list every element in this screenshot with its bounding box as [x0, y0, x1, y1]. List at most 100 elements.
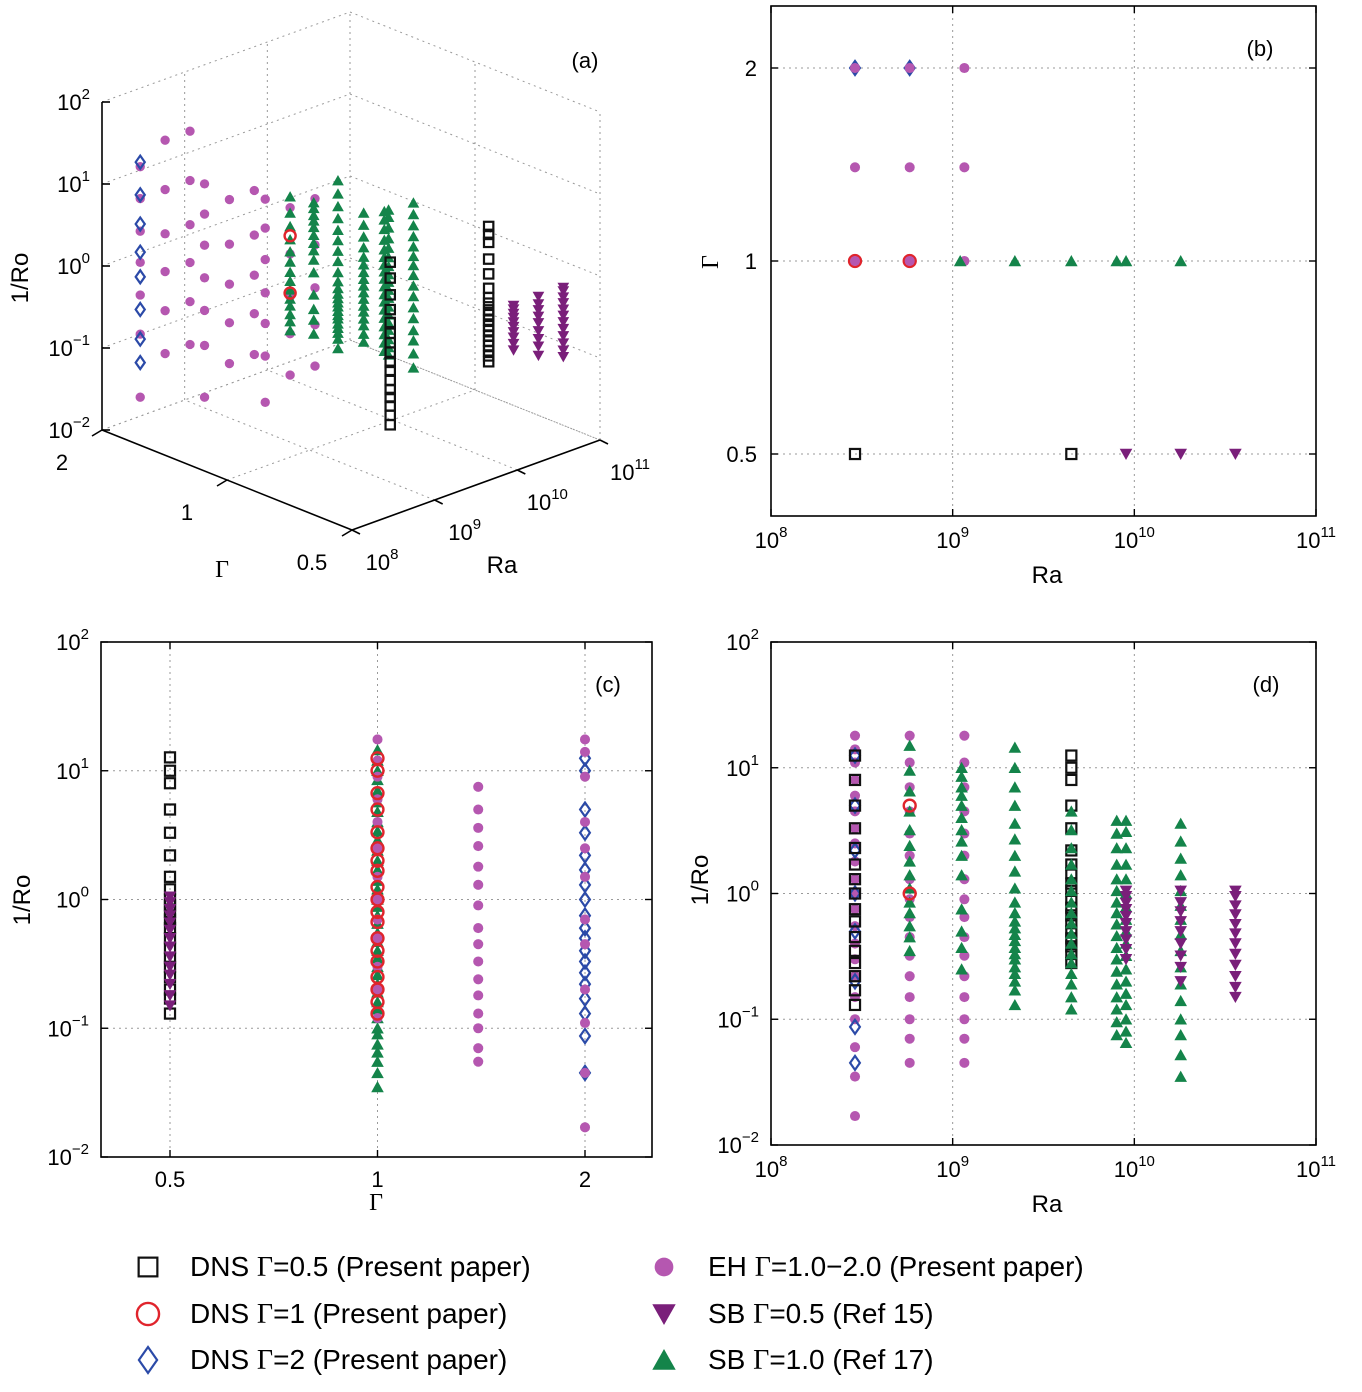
point-sb_gamma_1 [1008, 799, 1022, 811]
point-eh [185, 175, 195, 186]
point-dns_gamma_1 [370, 931, 385, 946]
point-sb_gamma_1 [378, 244, 391, 255]
point-sb_gamma_1 [1065, 937, 1078, 949]
point-dns_gamma_0_5 [482, 355, 495, 368]
point-sb_gamma_1 [371, 1028, 384, 1040]
legend-label-dns_gamma_1: DNS Γ=1 (Present paper) [190, 1298, 507, 1330]
point-sb_gamma_1 [284, 246, 296, 257]
point-dns_gamma_1 [370, 751, 385, 766]
point-sb_gamma_0_5 [163, 933, 177, 945]
point-sb_gamma_1 [1008, 941, 1022, 954]
point-eh [473, 1056, 484, 1067]
point-sb_gamma_1 [1065, 896, 1078, 908]
point-sb_gamma_1 [955, 799, 968, 811]
point-eh [579, 914, 591, 925]
point-dns_gamma_0_5 [384, 316, 397, 329]
point-sb_gamma_1 [1008, 833, 1022, 845]
x-gridline [184, 399, 435, 501]
x-axis-label: Γ [369, 1190, 383, 1216]
point-eh [249, 309, 259, 319]
point-eh [579, 1017, 591, 1028]
point-sb_gamma_0_5 [557, 298, 570, 309]
point-eh [185, 296, 195, 307]
point-eh [135, 392, 145, 402]
point-sb_gamma_0_5 [557, 338, 570, 349]
point-sb_gamma_1 [1008, 984, 1022, 996]
point-dns_gamma_0_5 [482, 282, 495, 295]
point-dns_gamma_0_5 [482, 228, 495, 241]
point-dns_gamma_0_5 [482, 268, 495, 280]
point-sb_gamma_0_5 [1174, 906, 1188, 918]
point-dns_gamma_0_5 [848, 930, 862, 944]
point-eh [579, 871, 591, 882]
point-sb_gamma_1 [955, 811, 968, 824]
point-sb_gamma_0_5 [1119, 885, 1133, 897]
point-sb_gamma_0_5 [163, 951, 177, 963]
point-sb_gamma_1 [1008, 882, 1022, 894]
point-eh [199, 340, 210, 351]
point-dns_gamma_2 [578, 919, 592, 937]
point-dns_gamma_2 [848, 746, 862, 765]
y-tick-label: 101 [56, 755, 89, 784]
point-eh [959, 950, 970, 961]
point-eh [185, 126, 195, 136]
panel-label: (b) [1247, 36, 1274, 61]
point-sb_gamma_0_5 [507, 332, 520, 343]
point-eh [904, 1014, 915, 1025]
point-dns_gamma_2 [848, 796, 862, 815]
legend-marker-sb_gamma_0_5 [652, 1304, 676, 1326]
panel-label: (a) [572, 48, 599, 73]
point-sb_gamma_1 [955, 925, 968, 937]
point-sb_gamma_1 [1065, 917, 1078, 929]
point-sb_gamma_1 [903, 907, 916, 919]
point-sb_gamma_1 [371, 825, 384, 837]
point-sb_gamma_1 [1174, 255, 1188, 267]
point-eh [224, 194, 235, 205]
point-sb_gamma_1 [1008, 896, 1022, 908]
point-dns_gamma_0_5 [384, 419, 397, 431]
point-sb_gamma_1 [371, 854, 384, 866]
point-sb_gamma_0_5 [163, 924, 177, 936]
point-sb_gamma_1 [1174, 817, 1188, 829]
y-tick [216, 479, 228, 487]
point-eh [372, 984, 383, 995]
point-sb_gamma_1 [378, 328, 391, 340]
point-sb_gamma_1 [378, 312, 391, 323]
z-gridline [101, 339, 351, 431]
point-sb_gamma_1 [1110, 896, 1124, 908]
point-sb_gamma_1 [371, 784, 384, 796]
point-sb_gamma_1 [357, 320, 370, 331]
point-sb_gamma_1 [378, 281, 391, 292]
point-sb_gamma_1 [407, 219, 420, 231]
point-sb_gamma_1 [407, 241, 420, 252]
point-dns_gamma_1 [902, 253, 917, 269]
point-sb_gamma_0_5 [1229, 959, 1242, 971]
point-dns_gamma_2 [578, 963, 592, 982]
point-sb_gamma_0_5 [1174, 916, 1188, 928]
point-eh [904, 1033, 915, 1044]
point-dns_gamma_2 [578, 846, 592, 865]
point-eh [372, 933, 383, 944]
point-dns_gamma_1 [370, 802, 385, 817]
point-sb_gamma_1 [1119, 963, 1133, 975]
y-gridline [226, 389, 476, 481]
point-eh [959, 730, 970, 741]
y-tick-label: 0.5 [297, 550, 328, 575]
point-sb_gamma_1 [1065, 824, 1078, 836]
point-dns_gamma_1 [370, 969, 385, 985]
point-sb_gamma_0_5 [1229, 981, 1242, 994]
legend-marker-eh [654, 1257, 674, 1277]
legend-label-dns_gamma_2: DNS Γ=2 (Present paper) [190, 1344, 507, 1376]
legend-label-sb_gamma_1: SB Γ=1.0 (Ref 17) [708, 1344, 934, 1376]
point-dns_gamma_0_5 [848, 447, 862, 461]
point-sb_gamma_1 [307, 314, 320, 325]
point-sb_gamma_0_5 [1119, 934, 1133, 946]
panel-c-scatter: 0.5 1 2 10−2 10−1 100 101 102 (c) Γ 1/Ro [9, 626, 653, 1216]
point-sb_gamma_1 [357, 280, 370, 291]
point-sb_gamma_0_5 [557, 317, 570, 328]
x-tick-label: 109 [936, 1153, 969, 1182]
point-dns_gamma_2 [578, 823, 592, 842]
point-sb_gamma_1 [955, 903, 968, 915]
x-tick-label: 108 [755, 524, 788, 553]
point-eh [185, 339, 195, 350]
